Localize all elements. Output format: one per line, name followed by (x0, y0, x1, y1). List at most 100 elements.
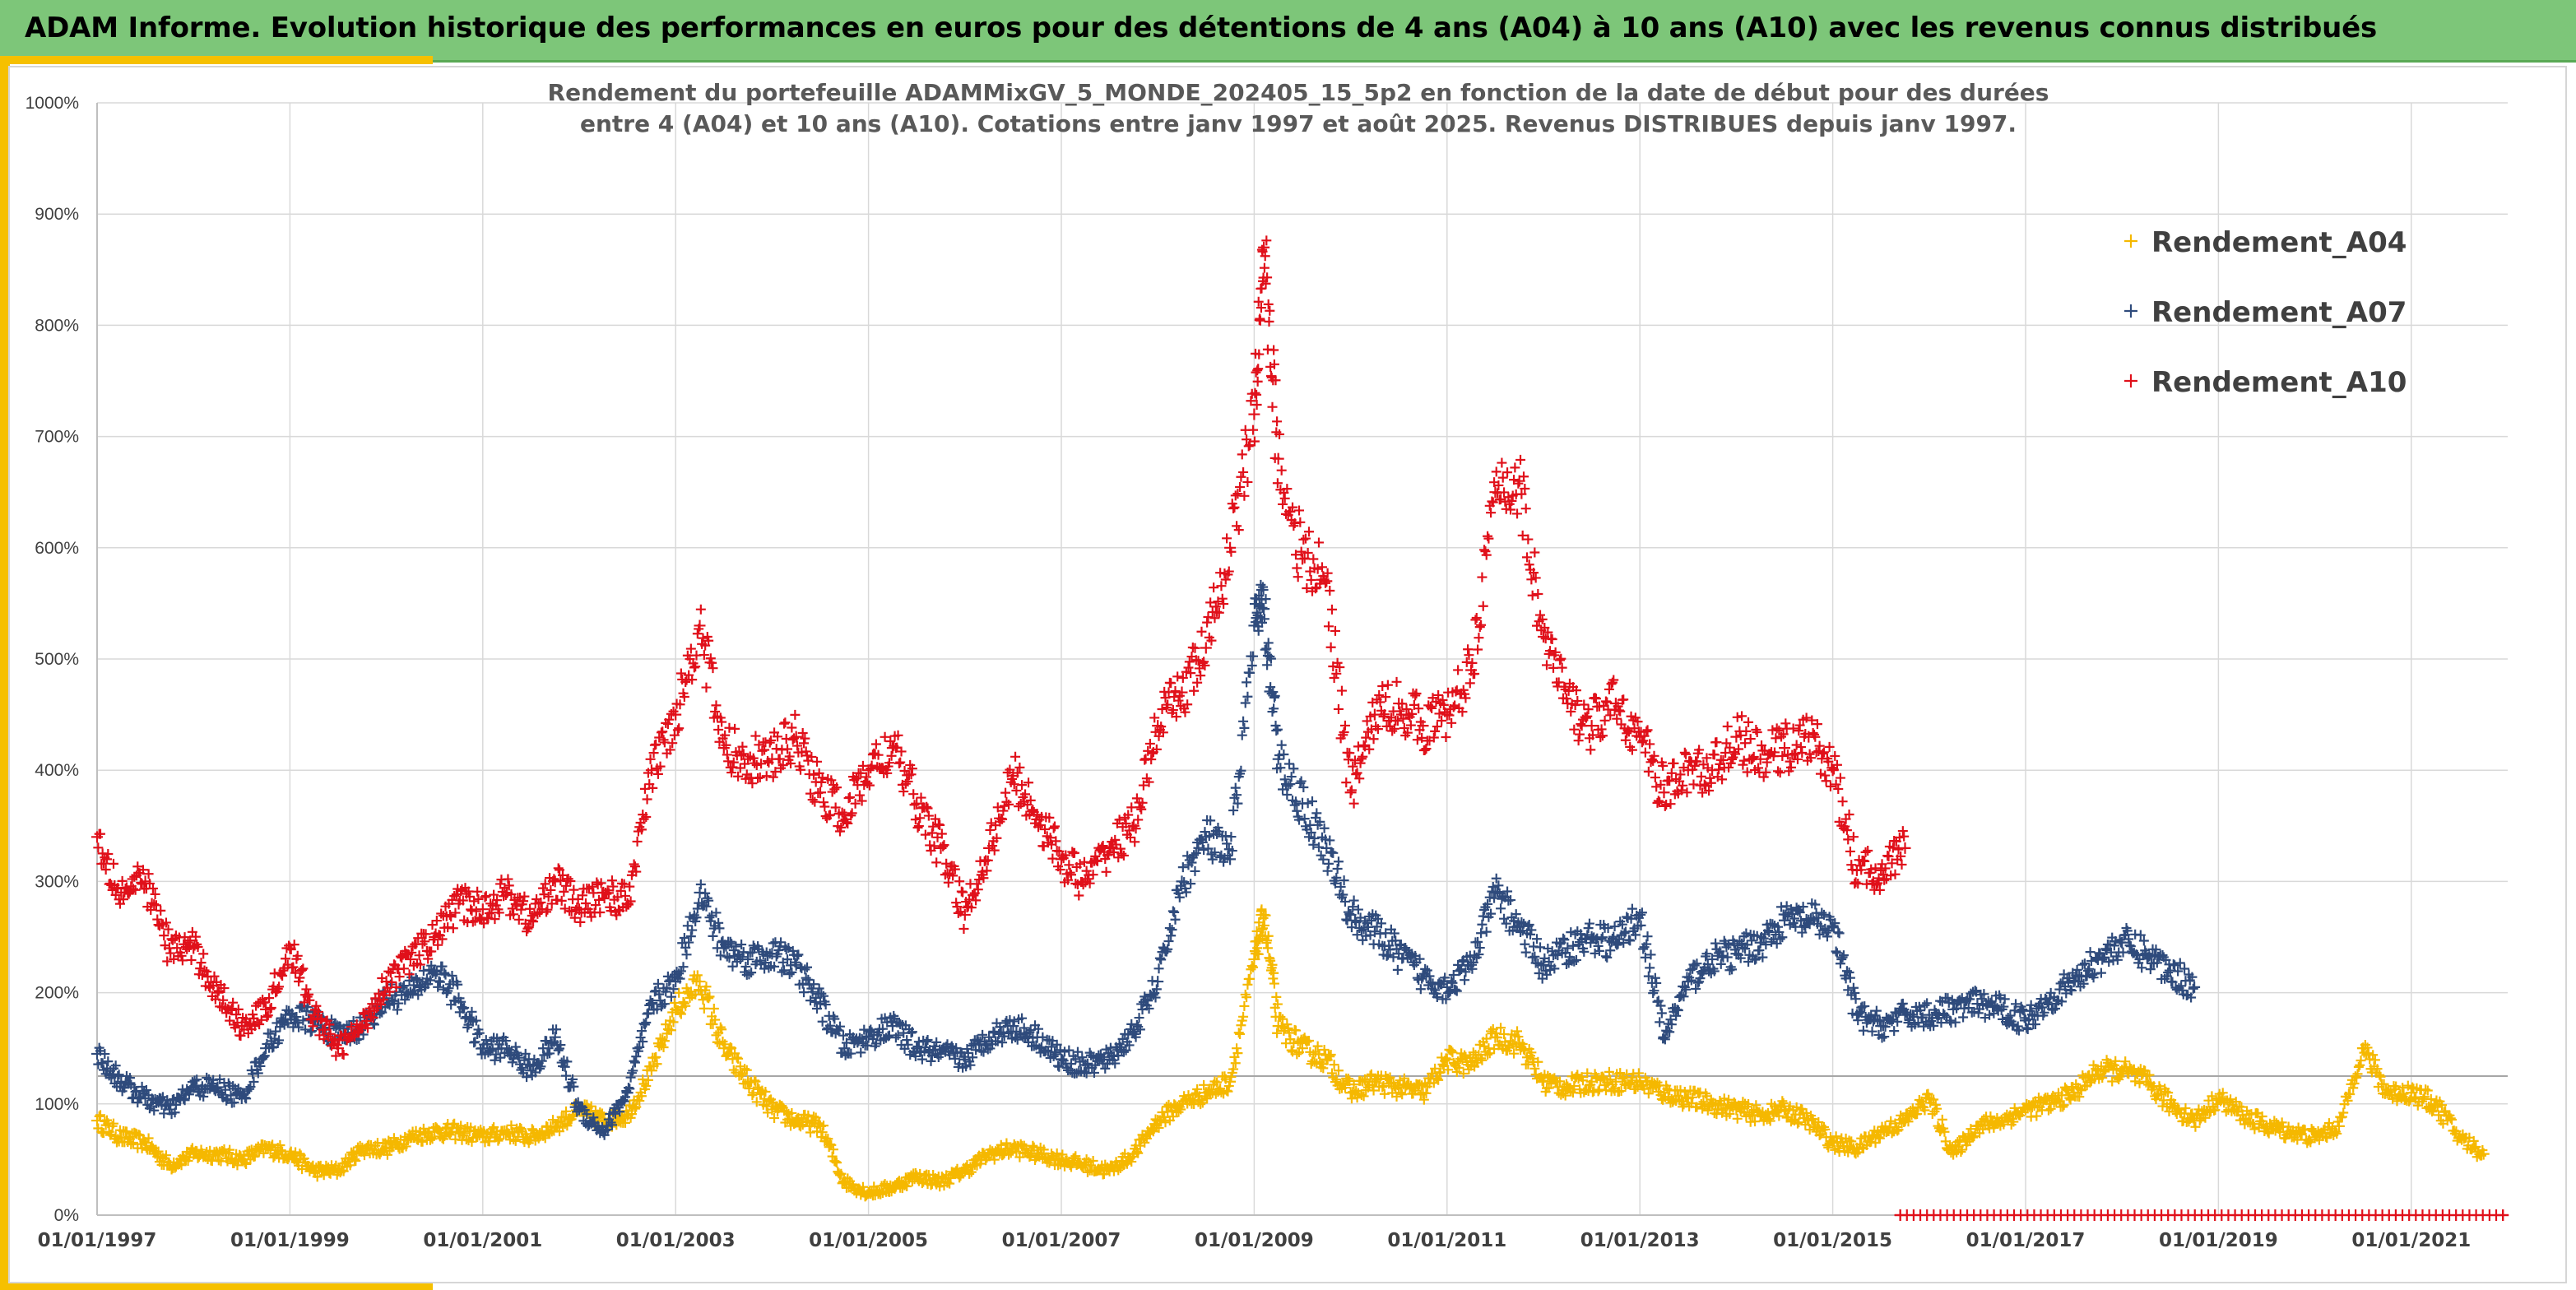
scatter-point (1292, 1049, 1302, 1060)
scatter-point (847, 808, 857, 819)
scatter-point (720, 1039, 731, 1050)
scatter-point (198, 949, 209, 959)
scatter-point (1414, 1079, 1425, 1090)
scatter-point (1195, 1099, 1206, 1110)
scatter-point (155, 905, 166, 916)
scatter-point (723, 756, 734, 767)
scatter-point (641, 1018, 652, 1028)
scatter-point (1458, 1069, 1469, 1079)
scatter-point (827, 1151, 838, 1162)
scatter-point (834, 1170, 845, 1181)
scatter-point (1366, 1069, 1376, 1079)
scatter-point (1594, 945, 1604, 956)
scatter-point (1284, 1028, 1295, 1038)
scatter-point (711, 700, 722, 711)
scatter-point (1649, 986, 1659, 996)
scatter-point (151, 900, 161, 911)
scatter-point (1028, 1140, 1038, 1151)
x-tick-label: 01/01/2009 (1195, 1230, 1314, 1251)
scatter-point (349, 1154, 360, 1165)
scatter-point (675, 668, 686, 679)
scatter-point (1315, 1056, 1325, 1067)
scatter-point (715, 1022, 726, 1032)
scatter-point (470, 1037, 480, 1047)
scatter-point (1543, 1083, 1554, 1093)
scatter-point (383, 966, 394, 977)
scatter-point (1892, 1016, 1903, 1027)
scatter-point (703, 993, 714, 1004)
scatter-point (685, 992, 695, 1003)
scatter-point (561, 1106, 572, 1116)
scatter-point (1193, 842, 1204, 853)
scatter-point (895, 757, 906, 768)
scatter-point (2134, 1078, 2145, 1088)
scatter-point (1486, 1026, 1497, 1037)
scatter-point (1322, 865, 1333, 876)
scatter-point (1153, 1122, 1164, 1133)
scatter-point (1232, 1048, 1243, 1059)
scatter-point (596, 1110, 606, 1121)
scatter-point (1560, 1090, 1571, 1101)
scatter-point (1418, 1094, 1429, 1105)
scatter-point (1958, 1012, 1969, 1023)
scatter-point (1167, 906, 1178, 916)
scatter-point (1057, 1149, 1068, 1160)
scatter-point (1484, 1048, 1495, 1059)
scatter-point (1164, 923, 1175, 934)
scatter-point (1348, 895, 1359, 906)
scatter-point (295, 1148, 305, 1159)
scatter-point (626, 1109, 637, 1120)
scatter-point (1356, 1089, 1367, 1100)
scatter-point (1282, 789, 1293, 800)
scatter-point (813, 788, 824, 799)
scatter-point (898, 787, 909, 797)
scatter-point (1643, 1088, 1654, 1099)
scatter-point (248, 1149, 258, 1160)
scatter-point (305, 1027, 316, 1037)
scatter-point (629, 859, 639, 870)
scatter-point (359, 1150, 369, 1161)
scatter-point (437, 1133, 448, 1144)
scatter-point (1655, 1017, 1665, 1028)
scatter-point (1216, 1087, 1227, 1097)
scatter-point (1432, 1073, 1442, 1084)
scatter-point (803, 1110, 814, 1121)
scatter-point (1230, 1058, 1241, 1069)
scatter-point (1633, 1068, 1644, 1079)
scatter-point (1169, 907, 1180, 917)
scatter-point (1600, 951, 1611, 962)
scatter-point (1070, 1151, 1081, 1162)
scatter-point (997, 1037, 1008, 1048)
scatter-point (2031, 1111, 2042, 1121)
scatter-point (2180, 1103, 2191, 1114)
scatter-point (632, 836, 643, 847)
scatter-point (258, 1148, 269, 1158)
scatter-point (771, 744, 782, 754)
scatter-point (1529, 1063, 1540, 1074)
scatter-point (780, 717, 791, 728)
series-rendement-a10 (91, 235, 1911, 1061)
scatter-point (160, 1150, 171, 1161)
scatter-point (656, 727, 666, 738)
scatter-point (1114, 1161, 1125, 1172)
scatter-point (1512, 1026, 1523, 1037)
scatter-point (239, 1158, 250, 1168)
scatter-point (1319, 1045, 1330, 1056)
scatter-point (1318, 1063, 1329, 1074)
scatter-point (669, 998, 680, 1009)
scatter-point (1950, 1017, 1961, 1028)
scatter-point (1312, 1041, 1323, 1051)
scatter-point (1212, 1077, 1223, 1088)
scatter-point (1325, 1050, 1336, 1060)
scatter-point (1622, 912, 1632, 922)
scatter-point (1492, 1032, 1503, 1043)
scatter-point (233, 1004, 244, 1014)
y-tick-label: 500% (35, 650, 79, 669)
scatter-point (902, 1181, 912, 1191)
scatter-point (553, 863, 564, 874)
x-tick-label: 01/01/2003 (616, 1230, 736, 1251)
scatter-point (2043, 1105, 2054, 1116)
y-tick-label: 300% (35, 872, 79, 891)
scatter-point (1399, 1073, 1409, 1084)
scatter-point (1226, 832, 1237, 842)
